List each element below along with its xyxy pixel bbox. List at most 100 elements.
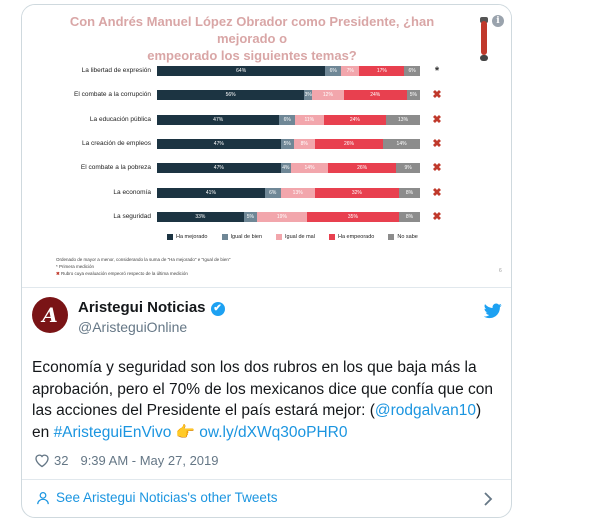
chart-row: La libertad de expresión 64% 6% 7% 17% 6% * [22, 64, 511, 78]
x-mark-icon: ✖ [56, 271, 60, 276]
bar-segment: 12% [312, 90, 344, 101]
tweet-footer[interactable]: See Aristegui Noticias's other Tweets [22, 479, 511, 517]
thermometer-icon [480, 17, 488, 61]
bar-segment: 5% [243, 211, 257, 222]
worsened-x-mark-icon: ✖ [432, 137, 442, 150]
category-label: La seguridad [113, 212, 151, 220]
legend-item: Igual de bien [221, 231, 263, 243]
page-number: 6 [499, 268, 502, 274]
stacked-bar: 47% 6% 11% 24% 13% [157, 114, 420, 125]
legend-item: No sabe [388, 231, 418, 243]
legend-label: Ha empeorado [337, 234, 375, 240]
stacked-bar: 33% 5% 19% 35% 8% [157, 211, 420, 222]
bar-segment: 64% [157, 66, 326, 76]
category-label: La educación pública [89, 115, 151, 123]
legend-label: No sabe [397, 234, 418, 240]
bar-segment: 5% [280, 138, 294, 149]
bar-segment: 14% [383, 138, 420, 149]
see-other-tweets-link[interactable]: See Aristegui Noticias's other Tweets [36, 490, 277, 505]
avatar[interactable]: A [32, 297, 68, 333]
bar-segment: 6% [325, 66, 342, 76]
bar-segment: 26% [327, 163, 397, 174]
twitter-bird-icon[interactable] [484, 303, 502, 319]
like-count[interactable]: 32 [54, 452, 69, 468]
category-label: La economía [113, 188, 151, 196]
legend-label: Igual de bien [230, 234, 263, 240]
url-link[interactable]: ow.ly/dXWq30oPHR0 [199, 423, 348, 441]
bar-segment: 11% [294, 114, 324, 125]
hashtag-link[interactable]: #AristeguiEnVivo [53, 423, 172, 441]
chart-title: Con Andrés Manuel López Obrador como Pre… [62, 13, 442, 64]
bar-segment: 47% [157, 138, 281, 149]
chart-title-line1: Con Andrés Manuel López Obrador como Pre… [69, 14, 435, 46]
stacked-bar: 47% 5% 8% 26% 14% [157, 138, 420, 149]
stacked-bar: 64% 6% 7% 17% 6% [157, 66, 420, 76]
legend-label: Igual de mal [285, 234, 315, 240]
legend-swatch [388, 234, 395, 240]
chart-row: La seguridad 33% 5% 19% 35% 8% ✖ [22, 210, 511, 224]
bar-segment: 19% [256, 211, 307, 222]
category-label: La libertad de expresión [81, 67, 151, 74]
tweet-header: A Aristegui Noticias ✔ @AristeguiOnline [32, 297, 502, 337]
bar-segment: 26% [314, 138, 384, 149]
author-name-row[interactable]: Aristegui Noticias ✔ [78, 299, 225, 316]
person-icon [37, 491, 49, 504]
info-icon[interactable]: i [492, 15, 504, 27]
bar-segment: 3% [304, 90, 313, 101]
note-order: Ordenado de mayor a menor, considerando … [56, 257, 231, 262]
bar-segment: 14% [291, 163, 328, 174]
bar-segment: 8% [293, 138, 315, 149]
bar-segment: 5% [406, 90, 420, 101]
tweet-meta: 32 9:39 AM - May 27, 2019 [34, 451, 219, 469]
avatar-logo-letter: A [42, 303, 58, 327]
bar-segment: 4% [280, 163, 292, 174]
category-label: La creación de empleos [81, 139, 151, 147]
bar-segment: 6% [404, 66, 420, 76]
legend-swatch [221, 234, 228, 240]
star-mark: * [56, 264, 58, 269]
see-other-tweets-label[interactable]: See Aristegui Noticias's other Tweets [56, 490, 278, 505]
bar-segment: 8% [398, 187, 420, 198]
chevron-right-icon[interactable] [483, 491, 493, 507]
legend-item: Ha mejorado [167, 231, 208, 243]
legend-item: Igual de mal [276, 231, 315, 243]
author-handle[interactable]: @AristeguiOnline [78, 319, 188, 335]
bar-segment: 41% [157, 187, 265, 198]
timestamp[interactable]: 9:39 AM - May 27, 2019 [80, 452, 219, 468]
bar-segment: 6% [279, 114, 295, 125]
chart-notes: Ordenado de mayor a menor, considerando … [56, 256, 356, 277]
bar-segment: 9% [396, 163, 420, 174]
bar-segment: 47% [157, 114, 280, 125]
verified-badge-icon: ✔ [210, 302, 225, 316]
note-first-measure-text: Primera medición [59, 264, 95, 269]
tweet-text: Economía y seguridad son los dos rubros … [32, 357, 502, 443]
pointing-hand-emoji-icon: 👉 [175, 423, 195, 441]
bar-segment: 6% [264, 187, 281, 198]
author-name[interactable]: Aristegui Noticias [78, 299, 206, 316]
mention-link[interactable]: @rodgalvan10 [374, 402, 476, 419]
bar-segment: 7% [341, 66, 360, 76]
worsened-x-mark-icon: ✖ [432, 162, 442, 175]
legend-item: Ha empeorado [328, 231, 375, 243]
legend-swatch [167, 234, 173, 240]
bar-segment: 56% [157, 90, 305, 101]
worsened-x-mark-icon: ✖ [432, 186, 442, 199]
legend-label: Ha mejorado [176, 234, 208, 240]
heart-icon[interactable] [34, 453, 50, 468]
chart-row: El combate a la corrupción 56% 3% 12% 24% 5% ✖ [22, 88, 511, 102]
worsened-x-mark-icon: ✖ [432, 89, 442, 102]
bar-segment: 33% [157, 211, 244, 222]
note-worsened-text: Rubro cuya evaluación empeoró respecto d… [61, 271, 188, 276]
note-worsened: ✖ Rubro cuya evaluación empeoró respecto… [56, 270, 356, 277]
tweet-text-part2: ) en [32, 402, 482, 441]
bar-segment: 13% [280, 187, 315, 198]
chart-row: La economía 41% 6% 13% 32% 8% ✖ [22, 186, 511, 200]
bar-segment: 13% [386, 114, 420, 125]
tweet-media-image[interactable]: Con Andrés Manuel López Obrador como Pre… [22, 5, 511, 288]
chart-row: La creación de empleos 47% 5% 8% 26% 14% ✖ [22, 137, 511, 151]
stacked-bar: 47% 4% 14% 26% 9% [157, 163, 420, 174]
bar-segment: 47% [157, 163, 281, 174]
stacked-bar: 56% 3% 12% 24% 5% [157, 90, 420, 101]
worsened-x-mark-icon: ✖ [432, 113, 442, 126]
worsened-x-mark-icon: ✖ [432, 210, 442, 223]
